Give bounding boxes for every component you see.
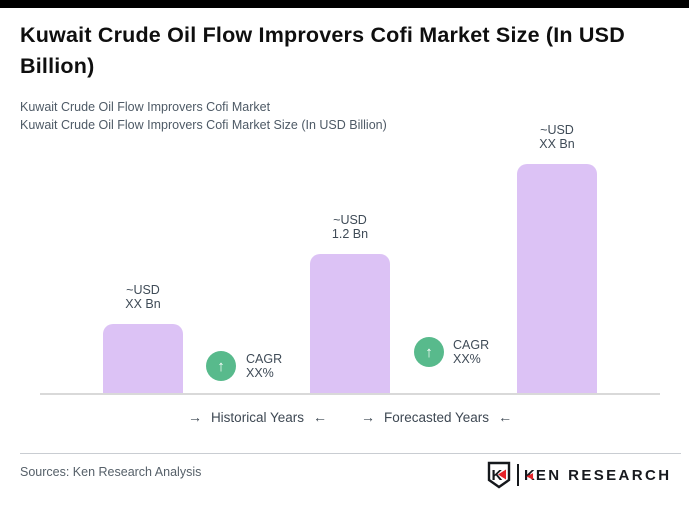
svg-text:K: K [492, 467, 503, 484]
ken-research-wordmark: K ◀ EN RESEARCH [524, 467, 671, 484]
bar-current [310, 254, 390, 393]
arrow-left-icon: ← [312, 409, 327, 425]
forecasted-years-label: Forecasted Years [383, 409, 490, 425]
bar2-label-line1: ~USD [333, 213, 367, 227]
cagr2-value: XX% [453, 352, 481, 366]
cagr-text-2: CAGR XX% [453, 338, 489, 366]
subtitle-line-2: Kuwait Crude Oil Flow Improvers Cofi Mar… [20, 118, 387, 132]
bar3-label-line2: XX Bn [539, 137, 575, 151]
forecasted-years-group: → Forecasted Years ← [361, 409, 512, 425]
cagr-badge-1: ↑ [206, 351, 236, 381]
ken-research-logo: K K ◀ EN RESEARCH [486, 461, 671, 489]
sources-note: Sources: Ken Research Analysis [20, 465, 202, 479]
arrow-right-icon: → [360, 409, 375, 425]
bar3-label-line1: ~USD [540, 123, 574, 137]
up-arrow-icon: ↑ [425, 343, 433, 361]
brand-letter-k: K [524, 466, 538, 484]
footer-divider [20, 453, 681, 454]
chart-subtitle: Kuwait Crude Oil Flow Improvers Cofi Mar… [20, 98, 387, 134]
arrow-right-icon: → [187, 409, 202, 425]
up-arrow-icon: ↑ [217, 357, 225, 375]
bar1-label-line1: ~USD [126, 283, 160, 297]
chart-baseline [40, 393, 660, 395]
bar1-label-line2: XX Bn [125, 297, 161, 311]
bar-historical [103, 324, 183, 393]
brand-rest: EN RESEARCH [535, 466, 672, 484]
ken-research-emblem-icon: K [487, 461, 511, 489]
cagr-text-1: CAGR XX% [246, 352, 282, 380]
historical-years-group: → Historical Years ← [188, 409, 327, 425]
logo-separator [517, 464, 519, 486]
subtitle-line-1: Kuwait Crude Oil Flow Improvers Cofi Mar… [20, 100, 271, 114]
bar-forecast [517, 164, 597, 393]
cagr-badge-2: ↑ [414, 337, 444, 367]
x-axis-labels: → Historical Years ← → Forecasted Years … [0, 409, 700, 425]
historical-years-label: Historical Years [210, 409, 304, 425]
bar2-label-line2: 1.2 Bn [331, 227, 369, 241]
bar-value-label: ~USD XX Bn [88, 283, 198, 311]
top-black-bar [0, 0, 689, 8]
page-title: Kuwait Crude Oil Flow Improvers Cofi Mar… [20, 23, 625, 79]
cagr2-title: CAGR [453, 338, 490, 352]
brand-red-wedge-icon: ◀ [526, 471, 533, 480]
cagr1-value: XX% [246, 366, 274, 380]
bar-value-label: ~USD XX Bn [502, 123, 612, 151]
arrow-left-icon: ← [498, 409, 513, 425]
bar-value-label: ~USD 1.2 Bn [295, 213, 405, 241]
cagr1-title: CAGR [246, 352, 283, 366]
